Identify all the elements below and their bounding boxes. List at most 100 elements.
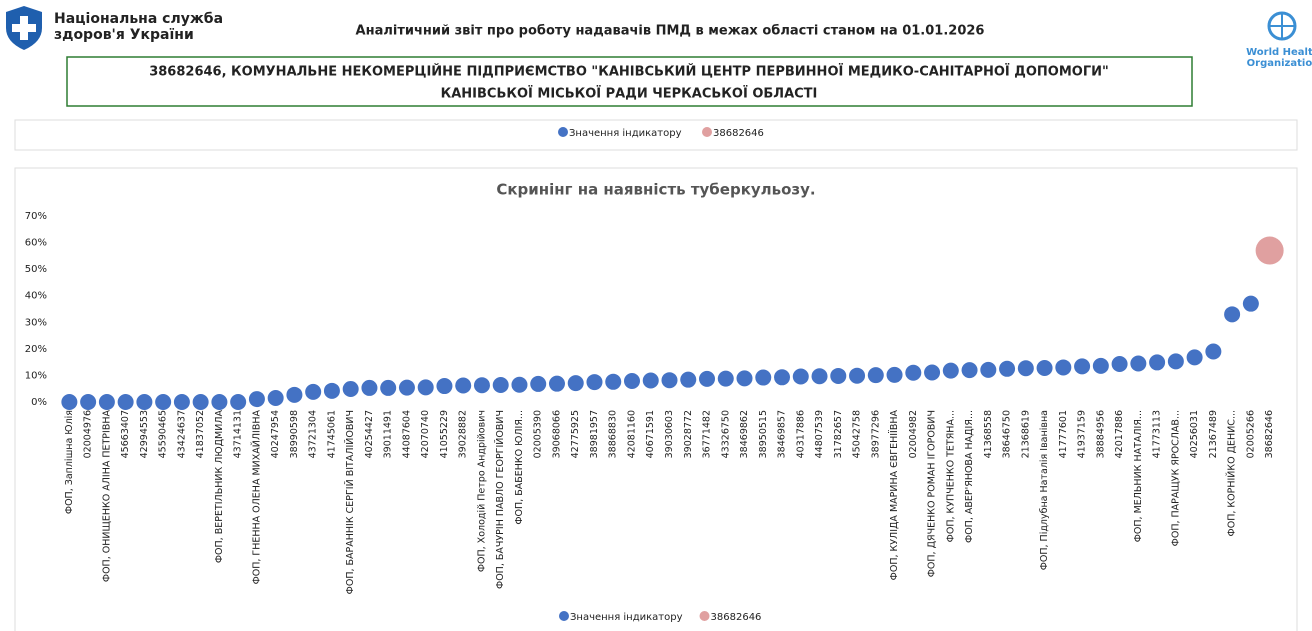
x-tick-label: 42775925 (570, 410, 581, 458)
x-tick-label: 41745061 (326, 410, 337, 458)
dot (605, 373, 622, 390)
report-title: Аналітичний звіт про роботу надавачів ПМ… (356, 24, 985, 39)
dot (286, 386, 303, 403)
dot (1036, 359, 1053, 376)
x-tick-label: 38682646 (1264, 410, 1275, 458)
dot (849, 367, 866, 384)
x-tick-label: ФОП, БАЧУРІН ПАВЛО ГЕОРГІЙОВИЧ (494, 410, 506, 589)
x-tick-label: 02004976 (83, 410, 94, 458)
x-tick-label: 02004982 (908, 410, 919, 458)
x-tick-label: 43721304 (308, 410, 319, 458)
x-tick-label: 40247954 (270, 410, 281, 458)
nszu-logo (6, 6, 42, 50)
dot (1149, 354, 1166, 371)
x-tick-label: 38990598 (289, 410, 300, 458)
dot (492, 376, 509, 393)
x-tick-label: 38646750 (1002, 410, 1013, 458)
y-tick-label: 50% (25, 264, 47, 275)
dot (1055, 359, 1072, 376)
y-tick-label: 60% (25, 238, 47, 249)
x-tick-label: 36771482 (702, 410, 713, 458)
dot (417, 379, 434, 396)
x-tick-label: 42070740 (420, 410, 431, 458)
x-tick-label: ФОП, ПАРАЩУК ЯРОСЛАВ... (1170, 410, 1181, 546)
x-tick-label: 40317886 (795, 410, 806, 458)
legend-label: 38682646 (713, 128, 764, 139)
dot (980, 361, 997, 378)
dot (623, 373, 640, 390)
dot (173, 394, 190, 410)
dot (1186, 349, 1203, 366)
x-tick-label: 43326750 (720, 410, 731, 458)
x-tick-label: ФОП, КУПЧЕНКО ТЕТЯНА... (945, 410, 956, 542)
dot (98, 394, 115, 410)
y-tick-label: 30% (25, 317, 47, 328)
x-tick-label: 40254427 (364, 410, 375, 458)
x-tick-label: 40671591 (645, 410, 656, 458)
x-tick-label: 40256031 (1189, 410, 1200, 458)
x-tick-label: 41837052 (195, 410, 206, 458)
x-tick-label: 02005390 (533, 410, 544, 458)
provider-box (66, 56, 1193, 107)
x-tick-label: 45590465 (158, 410, 169, 458)
dot (961, 362, 978, 379)
dot (548, 375, 565, 392)
x-tick-label: 21368619 (1020, 410, 1031, 458)
dot (811, 368, 828, 385)
dot (661, 372, 678, 389)
dot (924, 364, 941, 381)
dot (248, 391, 265, 408)
org-name: Національна служба (54, 11, 223, 27)
x-tick-label: 38950515 (758, 410, 769, 458)
x-tick-label: 38977296 (870, 410, 881, 458)
chart-panel (14, 167, 1298, 631)
x-tick-label: 39028772 (683, 410, 694, 458)
x-tick-label: 45042758 (852, 410, 863, 458)
dot (1205, 343, 1222, 360)
x-tick-label: 41937159 (1077, 410, 1088, 458)
dot (905, 364, 922, 381)
y-tick-label: 20% (25, 344, 47, 355)
x-tick-label: ФОП, МЕЛЬНИК НАТАЛІЯ... (1133, 410, 1144, 542)
dot (455, 377, 472, 394)
dot (1092, 357, 1109, 374)
x-tick-label: 39011491 (383, 410, 394, 458)
x-tick-label: ФОП, БАБЕНКО ЮЛІЯ... (514, 410, 525, 525)
dot (567, 375, 584, 392)
dot (267, 390, 284, 407)
provider-name: 38682646, КОМУНАЛЬНЕ НЕКОМЕРЦІЙНЕ ПІДПРИ… (149, 64, 1109, 80)
x-tick-label: 38868830 (608, 410, 619, 458)
legend-swatch (559, 611, 569, 621)
x-tick-label: ФОП, КОРНІЙКО ДЕНИС... (1226, 410, 1238, 536)
y-tick-label: 0% (31, 397, 47, 408)
dot (211, 394, 228, 410)
dot (61, 394, 78, 410)
dot (867, 367, 884, 384)
legend-swatch (702, 127, 712, 137)
dot (942, 362, 959, 379)
dot (717, 370, 734, 387)
dot (699, 370, 716, 387)
x-tick-label: ФОП, ВЕРЕТІЛЬНИК ЛЮДМИЛА (214, 410, 225, 564)
dot (398, 379, 415, 396)
dot (586, 374, 603, 391)
dot (473, 377, 490, 394)
x-tick-label: ФОП, АВЕР'ЯНОВА НАДІЯ... (964, 410, 975, 543)
dot (886, 366, 903, 383)
x-tick-label: 42994553 (139, 410, 150, 458)
dot (323, 382, 340, 399)
x-tick-label: ФОП, БАРАННІК СЕРГІЙ ВІТАЛІЙОВИЧ (344, 410, 356, 594)
legend-label: 38682646 (711, 612, 762, 623)
dot (361, 379, 378, 396)
x-tick-label: ФОП, Холодій Петро Андрійович (476, 410, 487, 572)
x-tick-label: 41368558 (983, 410, 994, 458)
x-tick-label: 38469857 (777, 410, 788, 458)
dot (511, 376, 528, 393)
dot (1167, 353, 1184, 370)
x-tick-label: 38981957 (589, 410, 600, 458)
x-tick-label: ФОП, КУЛІДА МАРИНА ЄВГЕНІЇВНА (889, 410, 900, 581)
dot (1017, 360, 1034, 377)
x-tick-label: ФОП, Підлубна Наталія Іванівна (1039, 410, 1050, 570)
chart-title: Скринінг на наявність туберкульозу. (496, 181, 815, 199)
x-tick-label: 38469862 (739, 410, 750, 458)
